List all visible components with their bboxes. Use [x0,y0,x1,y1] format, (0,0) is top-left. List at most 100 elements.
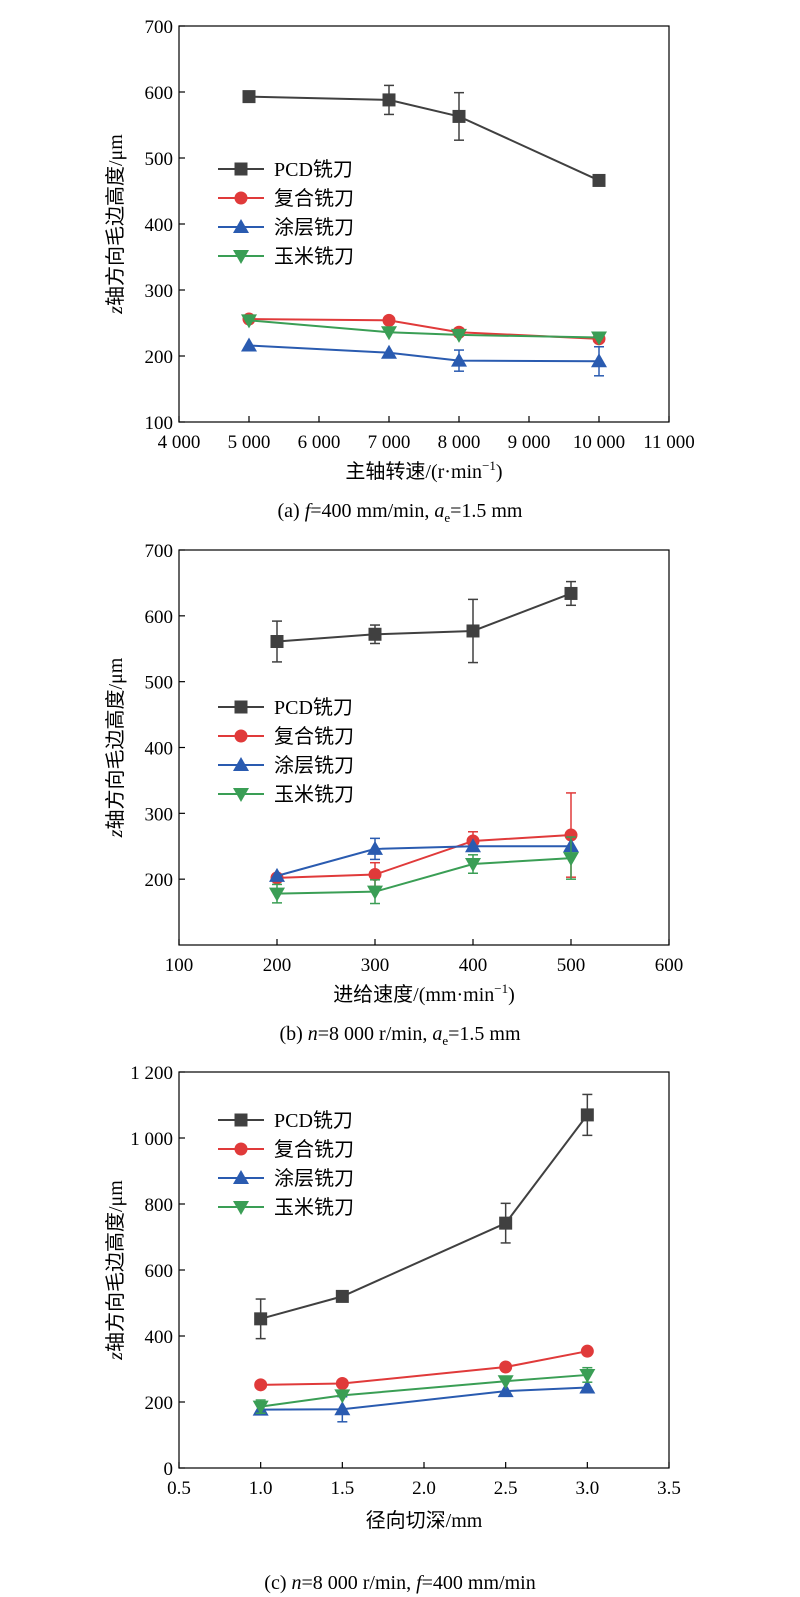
series-4 [252,1366,596,1415]
legend-label: 玉米铣刀 [274,1196,354,1219]
x-axis-label: 径向切深/mm [366,1509,483,1532]
legend-label: 玉米铣刀 [274,245,354,268]
y-tick-label: 500 [145,149,174,170]
caption-part: =1.5 mm [450,500,523,522]
chart-2: 100 200 300 400 500 600 200 300 400 500 600 700 进给速度… [104,541,683,1048]
plot-frame [178,1071,670,1469]
series-line [276,845,571,877]
y-tick-label: 100 [145,413,174,434]
data-point [592,173,606,187]
caption-part: f [416,1572,424,1594]
series-1 [254,1093,594,1340]
caption-part: a [434,500,444,522]
data-point [466,624,480,638]
x-tick-label: 400 [459,955,488,976]
legend-label: 复合铣刀 [274,725,354,748]
caption-part: =400 mm/min, [310,500,434,522]
x-axis-label-close: ) [508,984,515,1006]
legend-label: PCD铣刀 [274,158,353,181]
data-point [563,852,579,867]
y-axis-label: z轴方向毛边高度/μm [104,657,127,838]
data-point [579,1368,596,1383]
series-line [260,1386,588,1411]
caption-part: =400 mm/min [422,1572,536,1594]
x-tick-label: 0.5 [167,1478,191,1499]
x-tick-label: 6 000 [298,432,341,453]
y-tick-label: 400 [145,739,174,760]
x-tick-label: 11 000 [643,432,695,453]
x-tick-label: 3.5 [657,1478,681,1499]
data-point [591,331,607,346]
data-point [382,313,396,327]
y-tick-label: 1 200 [130,1063,173,1084]
data-point [334,1389,351,1404]
x-tick-label: 1.5 [330,1478,354,1499]
caption-part: e [442,1033,448,1048]
series-3 [252,1379,596,1423]
caption-part: a [432,1023,442,1045]
data-point [335,1289,349,1303]
data-point [254,1378,268,1392]
caption-prefix: (a) [277,500,304,522]
legend-label: 复合铣刀 [274,187,354,210]
data-point [580,1108,594,1122]
legend-marker [234,729,248,743]
y-tick-label: 600 [145,607,174,628]
data-point [382,93,396,107]
figure-caption: (b) n=8 000 r/min, ae=1.5 mm [279,1023,521,1048]
chart-1: 4 000 5 000 6 000 7 000 8 000 9 000 10 000 11 0… [104,17,695,525]
data-point [564,586,578,600]
y-tick-label: 300 [145,804,174,825]
y-axis-label-italic: z [105,1352,127,1361]
x-axis-label: 主轴转速/(r·min−1) [345,458,502,483]
legend-label: 涂层铣刀 [274,754,354,777]
caption-part: n [308,1023,318,1045]
y-axis-label: z轴方向毛边高度/μm [104,134,127,315]
series-1 [270,580,578,664]
x-tick-label: 7 000 [368,432,411,453]
series-line [276,592,572,643]
data-point [451,328,467,343]
caption-prefix: (b) [279,1023,307,1045]
chart-3: 0.5 1.0 1.5 2.0 2.5 3.0 3.5 0 200 400 600 800 1 000 1… [104,1063,681,1594]
caption-prefix: (c) [264,1572,291,1594]
data-point [367,885,383,900]
legend-marker [234,1142,248,1156]
data-point [368,868,382,882]
y-axis-label-main: 轴方向毛边高度/μm [104,657,127,829]
data-point [269,867,285,882]
series-line [248,344,600,363]
series-line [260,1350,588,1386]
y-tick-label: 500 [145,673,174,694]
series-4 [241,314,607,346]
legend-marker [234,191,248,205]
series-3 [269,837,579,882]
x-tick-label: 2.0 [412,1478,436,1499]
series-2 [254,1344,594,1392]
data-point [335,1377,349,1391]
x-axis-label-sup: −1 [482,458,496,473]
legend-label: 复合铣刀 [274,1138,354,1161]
figure-caption: (c) n=8 000 r/min, f=400 mm/min [264,1572,535,1594]
series-line [276,857,572,895]
x-tick-label: 200 [263,955,292,976]
series-line [260,1114,589,1320]
caption-part: f [305,500,313,522]
legend-marker [234,162,248,176]
data-point [242,90,256,104]
data-point [381,326,397,341]
y-tick-label: 800 [145,1195,174,1216]
x-axis-label-main: 主轴转速/(r·min [345,460,482,483]
y-tick-label: 400 [145,1327,174,1348]
data-point [497,1383,514,1398]
data-point [497,1375,514,1390]
x-axis-label-main: 径向切深/mm [366,1509,483,1532]
x-tick-label: 300 [361,955,390,976]
y-tick-label: 300 [145,281,174,302]
legend-label: 涂层铣刀 [274,216,354,239]
legend-label: PCD铣刀 [274,1109,353,1132]
data-point [381,344,397,359]
y-tick-label: 700 [145,17,174,38]
